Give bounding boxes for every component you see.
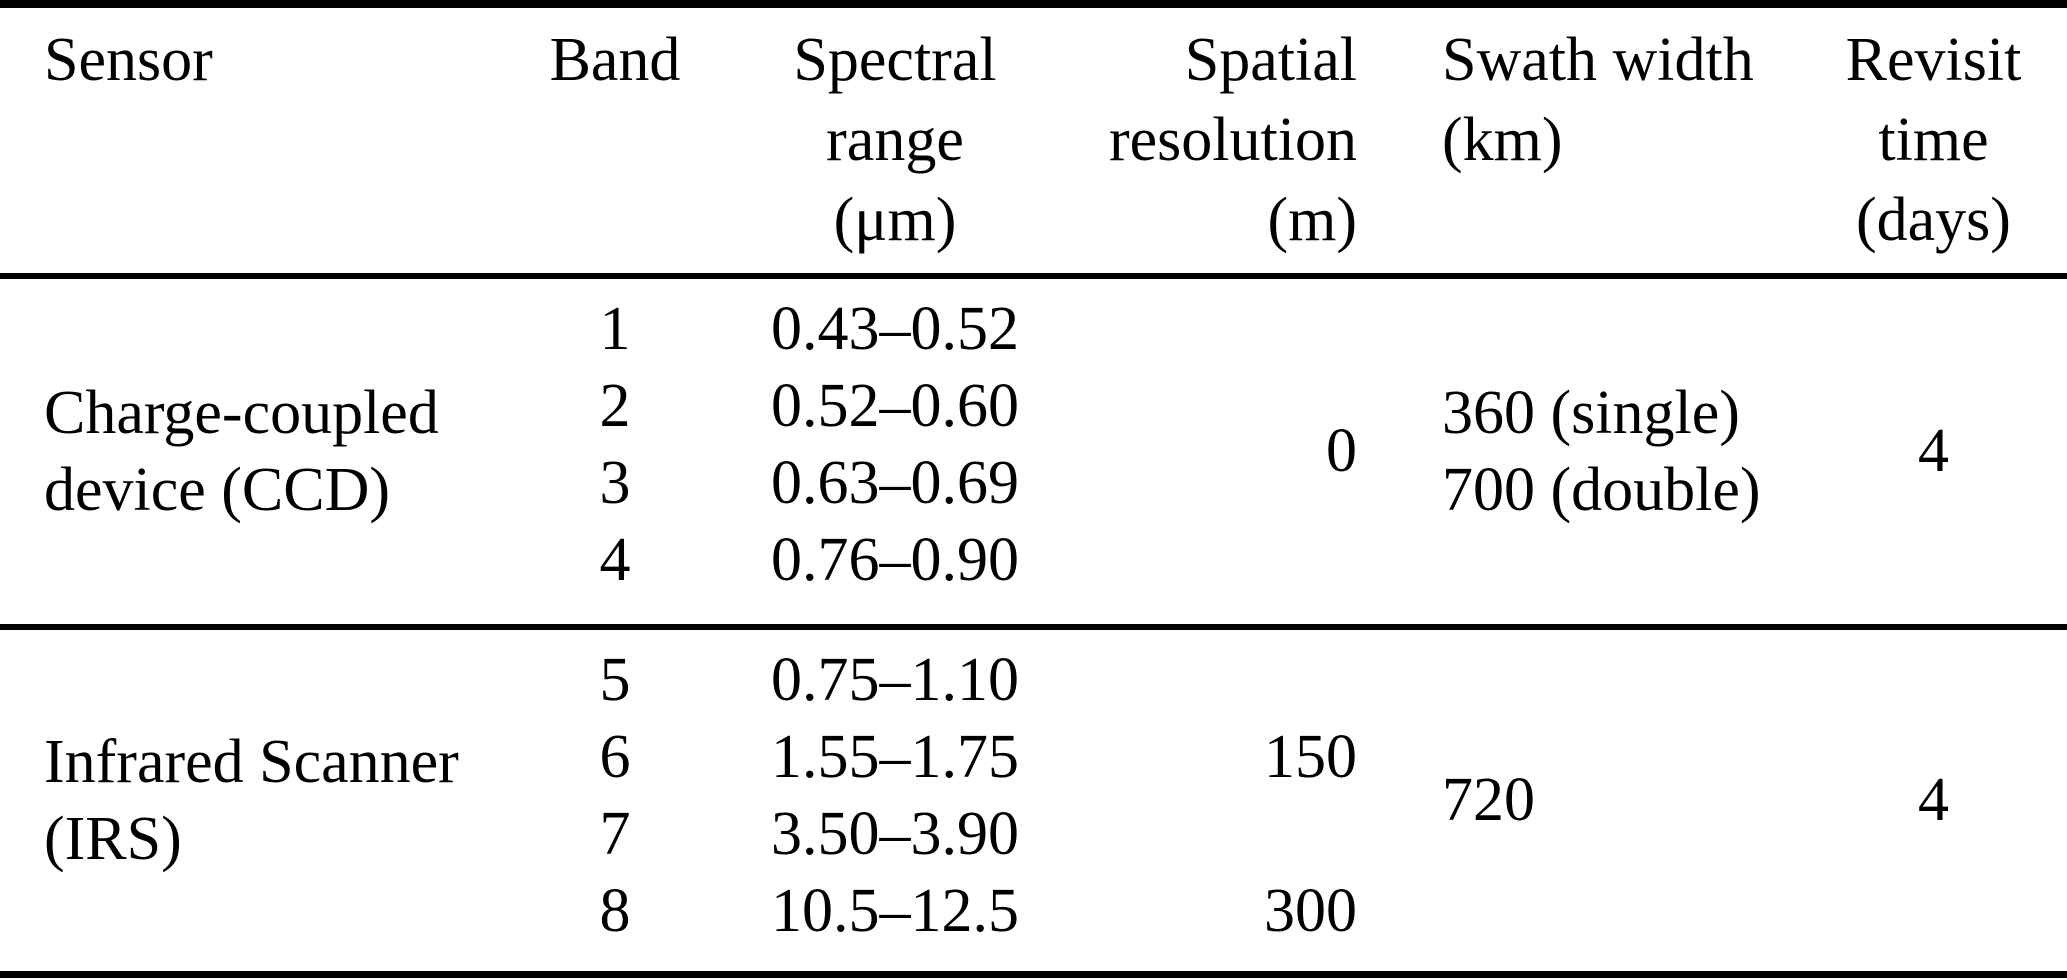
cell-line: 0.75–1.10 bbox=[771, 646, 1019, 714]
cell-line: 4 bbox=[1918, 766, 1949, 834]
cell-line: 3.50–3.90 bbox=[771, 800, 1019, 868]
cell-line: 8 bbox=[599, 877, 631, 945]
ccd-swath-width-cell: 360 (single) 700 (double) bbox=[1370, 279, 1800, 624]
ccd-band-cell: 1 2 3 4 bbox=[540, 279, 690, 624]
header-cell-revisit-time: Revisit time (days) bbox=[1800, 8, 2067, 273]
cell-line: 4 bbox=[1918, 417, 1949, 485]
header-cell-sensor: Sensor bbox=[0, 8, 540, 273]
table-row-irs: Infrared Scanner (IRS) 5 6 7 8 0.75–1.10… bbox=[0, 630, 2067, 971]
cell-line: 700 (double) bbox=[1442, 455, 1761, 524]
header-line: (μm) bbox=[833, 186, 957, 254]
header-line: (km) bbox=[1442, 106, 1563, 174]
table-row-ccd: Charge-coupled device (CCD) 1 2 3 4 0.43… bbox=[0, 279, 2067, 624]
header-line bbox=[1442, 180, 1800, 260]
cell-line: 360 (single) bbox=[1442, 378, 1740, 447]
header-cell-spectral-range: Spectral range (μm) bbox=[690, 8, 1100, 273]
cell-line: 300 bbox=[1264, 877, 1357, 945]
header-line: (m) bbox=[1267, 186, 1357, 254]
header-line: Revisit bbox=[1845, 26, 2022, 94]
irs-revisit-time-cell: 4 bbox=[1800, 630, 2067, 971]
cell-line: 0.76–0.90 bbox=[771, 526, 1019, 594]
header-cell-swath-width: Swath width (km) bbox=[1370, 8, 1800, 273]
cell-line: 0 bbox=[1326, 417, 1357, 485]
irs-spectral-range-cell: 0.75–1.10 1.55–1.75 3.50–3.90 10.5–12.5 bbox=[690, 630, 1100, 971]
irs-sensor-cell: Infrared Scanner (IRS) bbox=[0, 630, 540, 971]
cell-line bbox=[1100, 796, 1357, 873]
cell-line: 2 bbox=[599, 372, 631, 440]
header-line: Band bbox=[549, 26, 681, 94]
cell-line: Charge-coupled bbox=[44, 378, 439, 447]
cell-line: 0.52–0.60 bbox=[771, 372, 1019, 440]
header-line: Swath width bbox=[1442, 26, 1754, 94]
ccd-spectral-range-cell: 0.43–0.52 0.52–0.60 0.63–0.69 0.76–0.90 bbox=[690, 279, 1100, 624]
cell-line: 3 bbox=[599, 449, 631, 517]
cell-line bbox=[1100, 642, 1357, 719]
header-row: Sensor Band Spectral range (μm) Spatial … bbox=[0, 8, 2067, 273]
header-line bbox=[44, 180, 540, 260]
cell-line: 150 bbox=[1264, 723, 1357, 791]
ccd-revisit-time-cell: 4 bbox=[1800, 279, 2067, 624]
cell-line: (IRS) bbox=[44, 804, 182, 873]
cell-line: 6 bbox=[599, 723, 631, 791]
cell-line: 0.63–0.69 bbox=[771, 449, 1019, 517]
irs-swath-width-cell: 720 bbox=[1370, 630, 1800, 971]
header-separator-rule bbox=[0, 273, 2067, 279]
header-line: (days) bbox=[1856, 186, 2011, 254]
cell-line: 0.43–0.52 bbox=[771, 295, 1019, 363]
ccd-spatial-resolution-cell: 0 bbox=[1100, 279, 1370, 624]
cell-line: 1.55–1.75 bbox=[771, 723, 1019, 791]
cell-line: 5 bbox=[599, 646, 631, 714]
header-line: time bbox=[1878, 106, 1989, 174]
cell-line: 10.5–12.5 bbox=[771, 877, 1019, 945]
header-line: Sensor bbox=[44, 26, 213, 94]
cell-line: 7 bbox=[599, 800, 631, 868]
cell-line: device (CCD) bbox=[44, 455, 391, 524]
header-cell-band: Band bbox=[540, 8, 690, 273]
header-line: Spatial bbox=[1184, 26, 1357, 94]
header-line: Spectral bbox=[793, 26, 997, 94]
table-bottom-rule bbox=[0, 971, 2067, 978]
irs-band-cell: 5 6 7 8 bbox=[540, 630, 690, 971]
cell-line: 1 bbox=[599, 295, 631, 363]
header-line bbox=[44, 100, 540, 180]
group-separator-rule bbox=[0, 624, 2067, 630]
header-line: resolution bbox=[1109, 106, 1357, 174]
header-line: range bbox=[826, 106, 964, 174]
cell-line: Infrared Scanner bbox=[44, 727, 459, 796]
ccd-sensor-cell: Charge-coupled device (CCD) bbox=[0, 279, 540, 624]
header-line bbox=[540, 180, 690, 260]
header-line bbox=[540, 100, 690, 180]
table-top-rule bbox=[0, 0, 2067, 8]
irs-spatial-resolution-cell: 150 300 bbox=[1100, 630, 1370, 971]
cell-line: 720 bbox=[1442, 766, 1535, 834]
header-cell-spatial-resolution: Spatial resolution (m) bbox=[1100, 8, 1370, 273]
cell-line: 4 bbox=[599, 526, 631, 594]
